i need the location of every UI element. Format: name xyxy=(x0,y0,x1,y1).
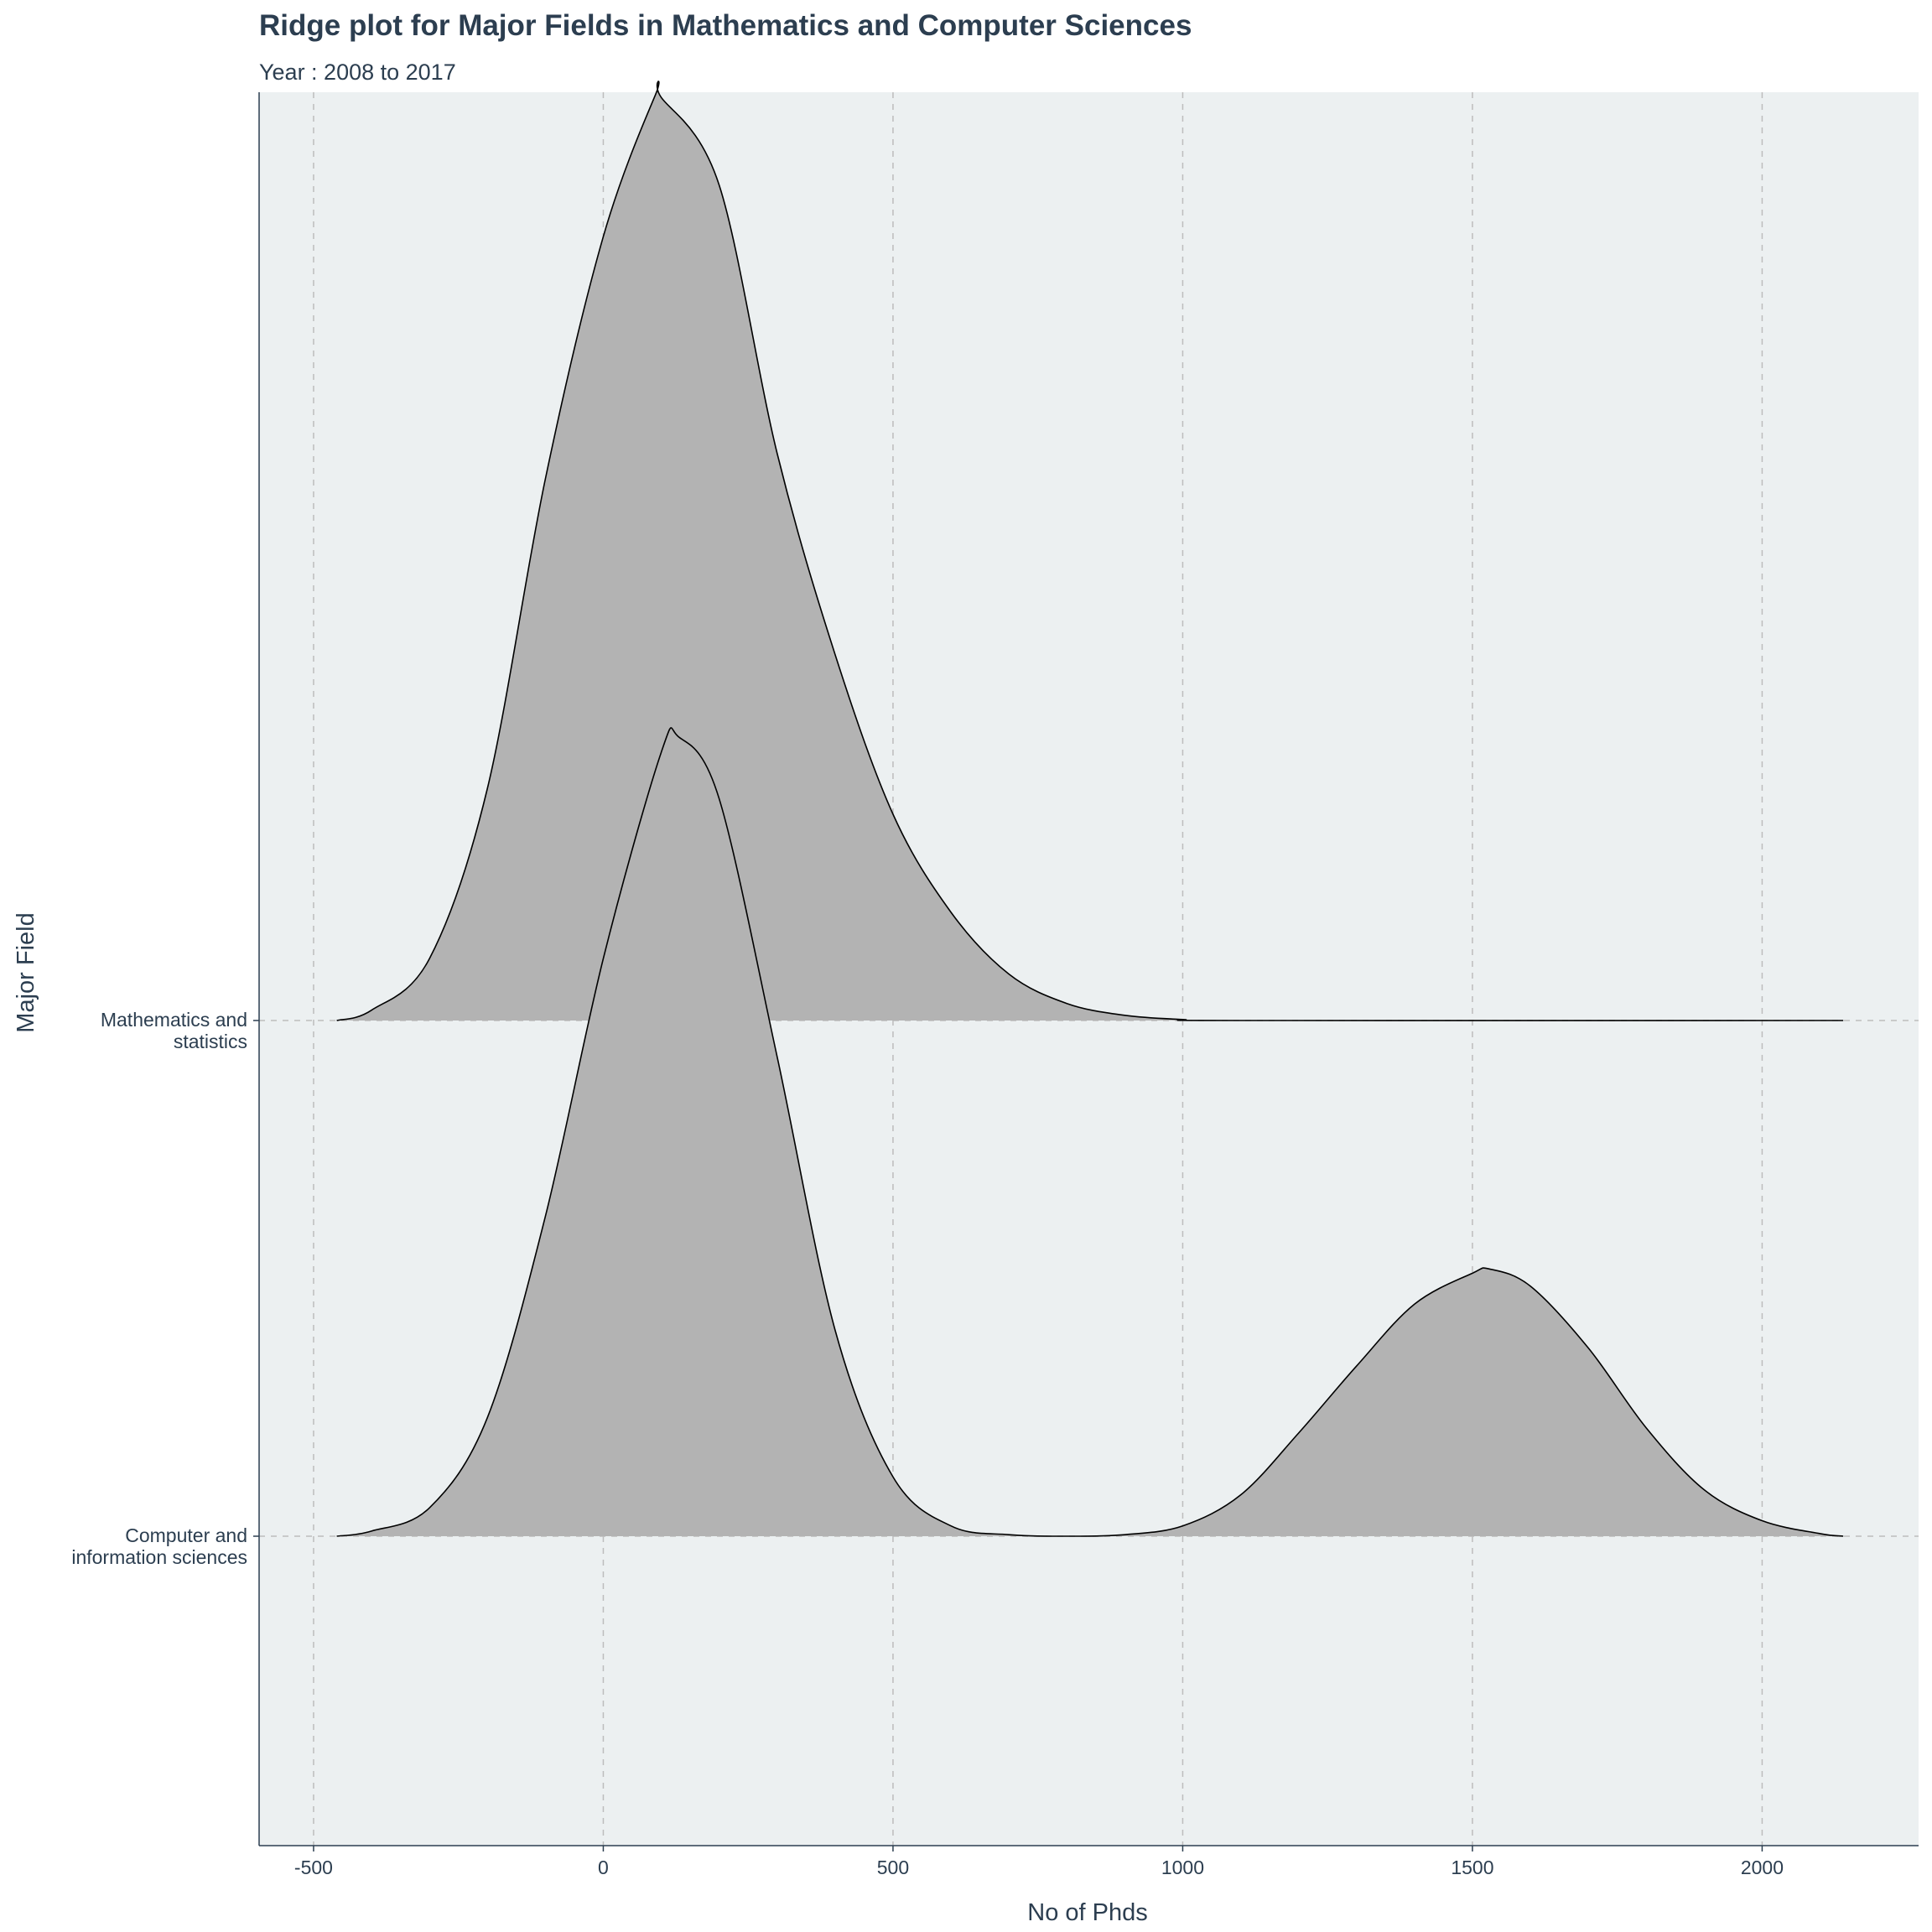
ridge-area xyxy=(336,727,1844,1537)
x-tick-label: 500 xyxy=(877,1857,909,1878)
x-axis-label: No of Phds xyxy=(1027,1899,1147,1926)
ridge-line xyxy=(336,727,1844,1537)
chart-subtitle: Year : 2008 to 2017 xyxy=(259,60,456,85)
x-tick-label: 1500 xyxy=(1451,1857,1493,1878)
chart-title: Ridge plot for Major Fields in Mathemati… xyxy=(259,9,1192,42)
x-tick-label: -500 xyxy=(294,1857,333,1878)
y-tick-label: Mathematics and statistics xyxy=(100,1009,247,1053)
ridge-line xyxy=(336,80,1844,1021)
x-tick-label: 0 xyxy=(598,1857,609,1878)
y-axis-label: Major Field xyxy=(13,912,39,1032)
x-tick-label: 2000 xyxy=(1741,1857,1784,1878)
y-tick-label: Computer and information sciences xyxy=(71,1524,247,1569)
x-tick-label: 1000 xyxy=(1161,1857,1204,1878)
